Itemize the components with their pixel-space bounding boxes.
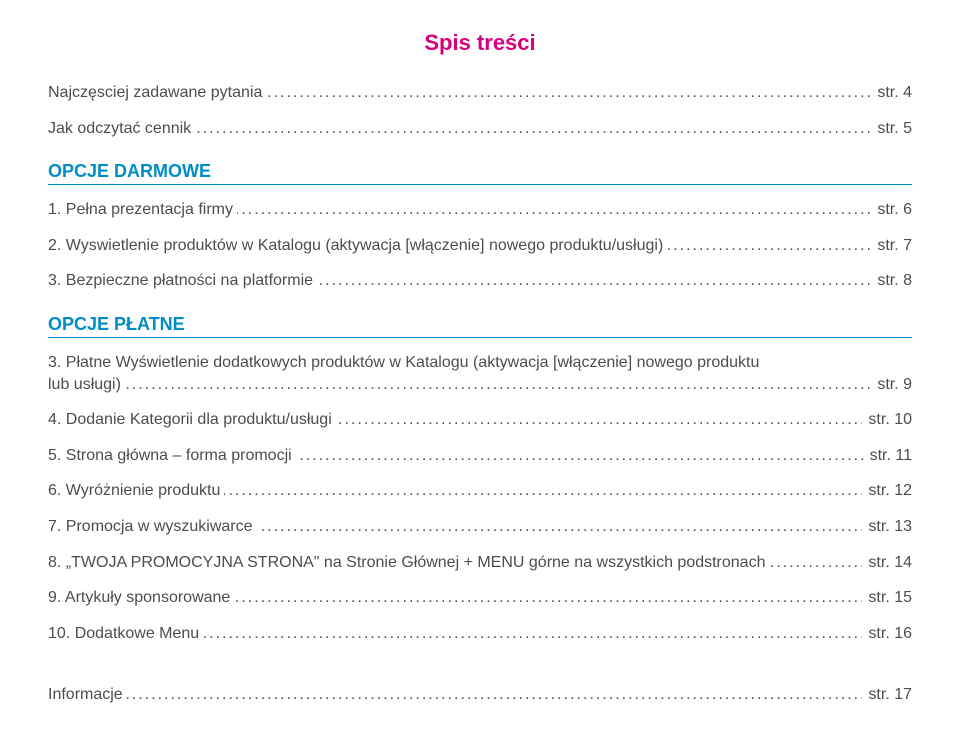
toc-label: 3. Płatne Wyświetlenie dodatkowych produ…	[48, 354, 763, 371]
toc-label: 5. Strona główna – forma promocji	[48, 447, 296, 464]
toc-entry: Informacje str. 17	[48, 684, 912, 706]
toc-label: 8. „TWOJA PROMOCYJNA STRONA" na Stronie …	[48, 554, 769, 571]
toc-page-ref: str. 9	[871, 374, 912, 396]
toc-page-ref: str. 10	[862, 409, 912, 431]
toc-entry: 3. Płatne Wyświetlenie dodatkowych produ…	[48, 352, 912, 395]
toc-page-ref: str. 7	[871, 235, 912, 257]
toc-page-ref: str. 12	[862, 480, 912, 502]
toc-entry: 5. Strona główna – forma promocji str. 1…	[48, 445, 912, 467]
toc-label: Najczęsciej zadawane pytania	[48, 84, 266, 101]
toc-entry: 1. Pełna prezentacja firmy str. 6	[48, 199, 912, 221]
toc-entry: 9. Artykuły sponsorowane str. 15	[48, 587, 912, 609]
toc-label: 6. Wyróżnienie produktu	[48, 482, 224, 499]
toc-label: 1. Pełna prezentacja firmy	[48, 201, 237, 218]
toc-label: lub usługi)	[48, 376, 125, 393]
toc-page-ref: str. 11	[864, 445, 912, 467]
toc-leader-dots	[48, 374, 912, 396]
toc-label: Informacje	[48, 686, 127, 703]
toc-leader-dots	[48, 684, 912, 706]
footer-block: Informacje str. 17	[48, 684, 912, 706]
toc-page-ref: str. 14	[862, 552, 912, 574]
toc-page-ref: str. 4	[871, 82, 912, 104]
toc-page-ref: str. 17	[862, 684, 912, 706]
toc-page-ref: str. 13	[862, 516, 912, 538]
page-title: Spis treści	[48, 30, 912, 56]
toc-entry: 6. Wyróżnienie produktu str. 12	[48, 480, 912, 502]
toc-entry: 3. Bezpieczne płatności na platformie st…	[48, 270, 912, 292]
toc-entry: Jak odczytać cennik str. 5	[48, 118, 912, 140]
toc-label: 2. Wyswietlenie produktów w Katalogu (ak…	[48, 237, 667, 254]
toc-page-ref: str. 8	[871, 270, 912, 292]
toc-label: 7. Promocja w wyszukiwarce	[48, 518, 257, 535]
toc-label: Jak odczytać cennik	[48, 120, 195, 137]
toc-page-ref: str. 5	[871, 118, 912, 140]
toc-label: 3. Bezpieczne płatności na platformie	[48, 272, 317, 289]
toc-entry: 8. „TWOJA PROMOCYJNA STRONA" na Stronie …	[48, 552, 912, 574]
toc-label: 4. Dodanie Kategorii dla produktu/usługi	[48, 411, 336, 428]
toc-page-ref: str. 15	[862, 587, 912, 609]
toc-label: 9. Artykuły sponsorowane	[48, 589, 234, 606]
toc-page-ref: str. 16	[862, 623, 912, 645]
toc-page: Spis treści Najczęsciej zadawane pytania…	[0, 0, 960, 750]
section-heading-darmowe: OPCJE DARMOWE	[48, 161, 912, 185]
toc-page-ref: str. 6	[871, 199, 912, 221]
toc-entry: 7. Promocja w wyszukiwarce str. 13	[48, 516, 912, 538]
toc-label: 10. Dodatkowe Menu	[48, 625, 203, 642]
toc-entry: 10. Dodatkowe Menu str. 16	[48, 623, 912, 645]
toc-entry: 4. Dodanie Kategorii dla produktu/usługi…	[48, 409, 912, 431]
section-heading-platne: OPCJE PŁATNE	[48, 314, 912, 338]
toc-entry: 2. Wyswietlenie produktów w Katalogu (ak…	[48, 235, 912, 257]
toc-entry: Najczęsciej zadawane pytania str. 4	[48, 82, 912, 104]
